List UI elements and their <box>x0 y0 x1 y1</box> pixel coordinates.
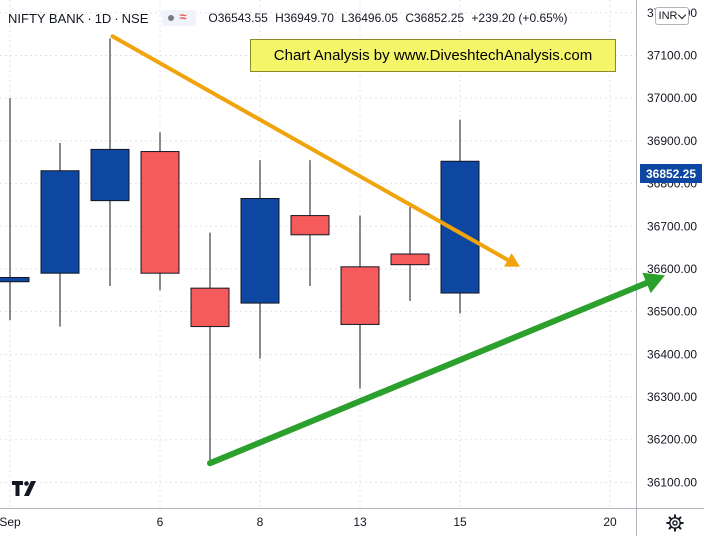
y-tick-label: 36600.00 <box>647 262 697 276</box>
chevron-down-icon <box>678 10 687 19</box>
candle <box>40 143 80 327</box>
candle-body <box>390 253 430 266</box>
trend-line <box>110 34 513 264</box>
x-tick-label: 13 <box>353 515 367 529</box>
open-label: O <box>208 11 218 25</box>
y-tick-label: 36100.00 <box>647 475 697 489</box>
candle <box>440 119 480 314</box>
analysis-banner: Chart Analysis by www.DiveshtechAnalysis… <box>250 39 616 72</box>
ohlc-legend: O36543.55 H36949.70 L36496.05 C36852.25 … <box>208 11 567 25</box>
close-value: 36852.25 <box>413 11 465 25</box>
candle <box>140 132 180 291</box>
y-tick-labels: 36100.00 36200.00 36300.00 36400.00 36500.00… <box>647 6 697 490</box>
x-tick-label: 6 <box>157 515 164 529</box>
compare-icon[interactable]: ≈ <box>162 9 197 26</box>
last-price-value: 36852.25 <box>645 166 697 181</box>
x-tick-labels: Sep 6 8 13 15 20 <box>0 515 617 529</box>
candle-body <box>40 170 80 274</box>
candle <box>0 98 30 321</box>
exchange: NSE <box>121 10 149 26</box>
candles <box>0 38 480 466</box>
trend-arrow <box>207 272 665 467</box>
currency-label: INR <box>658 10 678 22</box>
currency-selector[interactable]: INR <box>655 7 689 25</box>
tradingview-logo-icon[interactable] <box>12 480 38 496</box>
arrow-head <box>504 253 520 267</box>
candle-body <box>90 148 130 202</box>
high-label: H <box>275 11 284 25</box>
candle <box>240 160 280 359</box>
y-tick-label: 36700.00 <box>647 219 697 233</box>
trend-lines <box>110 34 665 467</box>
candle <box>190 232 230 466</box>
y-tick-label: 36400.00 <box>647 347 697 361</box>
candle <box>340 215 380 389</box>
separator: · <box>87 10 92 26</box>
x-tick-label: 8 <box>257 515 264 529</box>
candle-body <box>240 198 280 304</box>
separator: · <box>114 10 119 26</box>
candle-body <box>140 151 180 274</box>
interval[interactable]: 1D <box>94 10 112 26</box>
candle-body <box>0 276 30 283</box>
y-tick-label: 36500.00 <box>647 305 697 319</box>
candle <box>390 207 430 301</box>
banner-text: Chart Analysis by www.DiveshtechAnalysis… <box>273 47 593 64</box>
y-tick-label: 36200.00 <box>647 433 697 447</box>
low-label: L <box>341 11 348 25</box>
trend-arrow <box>110 34 520 267</box>
candle <box>90 38 130 287</box>
candle <box>290 160 330 287</box>
y-tick-label: 37100.00 <box>647 48 697 62</box>
last-price-badge: 36852.25 <box>640 164 702 183</box>
candle-body <box>190 287 230 328</box>
low-value: 36496.05 <box>347 11 398 25</box>
close-label: C <box>405 11 414 25</box>
x-tick-label: Sep <box>0 515 21 529</box>
grid <box>0 0 636 508</box>
candle-body <box>290 215 330 236</box>
open-value: 36543.55 <box>217 11 268 25</box>
x-tick-label: 20 <box>603 515 617 529</box>
x-tick-label: 15 <box>453 515 467 529</box>
y-tick-label: 37000.00 <box>647 91 697 105</box>
change-value: +239.20 (+0.65%) <box>471 11 568 25</box>
candle-body <box>340 266 380 325</box>
gear-icon[interactable] <box>666 514 684 532</box>
y-tick-label: 36900.00 <box>647 134 697 148</box>
symbol-name[interactable]: NIFTY BANK <box>8 10 85 26</box>
y-tick-label: 36300.00 <box>647 390 697 404</box>
trend-line <box>207 278 654 467</box>
chart-header: NIFTY BANK · 1D · NSE ≈ O36543.55 H36949… <box>8 8 567 28</box>
high-value: 36949.70 <box>283 11 334 25</box>
arrow-head <box>642 272 665 294</box>
